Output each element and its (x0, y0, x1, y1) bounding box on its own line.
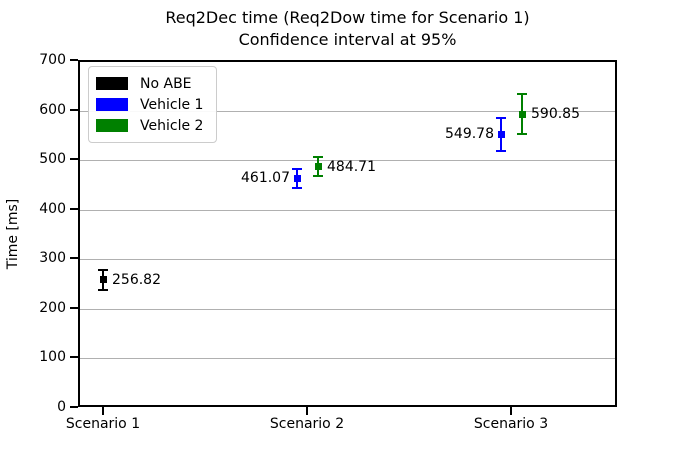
errorbar-cap-bottom (496, 150, 506, 153)
x-tick-label: Scenario 1 (65, 416, 141, 432)
data-point-value-label: 590.85 (531, 106, 580, 123)
y-tick-mark (70, 306, 78, 309)
gridline-y-500 (80, 160, 615, 162)
y-tick-mark (70, 207, 78, 210)
data-point-marker (518, 110, 526, 118)
errorbar-cap-bottom (517, 132, 527, 135)
errorbar-cap-top (496, 116, 506, 119)
x-tick-mark (102, 407, 104, 415)
errorbar-cap-bottom (98, 288, 108, 291)
legend-label: No ABE (140, 75, 192, 92)
x-tick-label: Scenario 3 (473, 416, 549, 432)
data-point-marker (314, 163, 322, 171)
errorbar-cap-top (292, 168, 302, 171)
y-tick-label: 100 (39, 349, 66, 366)
legend-row: No ABE (96, 75, 208, 93)
y-tick-mark (70, 158, 78, 161)
y-tick-label: 300 (39, 250, 66, 267)
y-tick-label: 0 (57, 399, 66, 415)
chart-title-line2: Confidence interval at 95% (238, 30, 457, 49)
data-point-value-label: 461.07 (241, 170, 290, 187)
gridline-y-400 (80, 209, 615, 211)
errorbar-cap-top (98, 268, 108, 271)
errorbar-cap-top (517, 93, 527, 96)
gridline-y-200 (80, 308, 615, 310)
legend-swatch-vehicle-2 (96, 119, 128, 132)
x-tick-label: Scenario 2 (269, 416, 345, 432)
y-tick-label: 200 (39, 299, 66, 316)
legend: No ABE Vehicle 1 Vehicle 2 (88, 66, 217, 143)
legend-label: Vehicle 2 (140, 117, 204, 134)
legend-label: Vehicle 1 (140, 96, 204, 113)
y-tick-label: 600 (39, 101, 66, 118)
legend-row: Vehicle 1 (96, 96, 208, 114)
y-tick-mark (70, 108, 78, 111)
y-tick-mark (70, 257, 78, 260)
data-point-marker (497, 130, 505, 138)
legend-swatch-vehicle-1 (96, 98, 128, 111)
y-tick-mark (70, 59, 78, 61)
errorbar-cap-bottom (313, 175, 323, 178)
x-tick-mark (306, 407, 308, 415)
data-point-marker (99, 276, 107, 284)
x-tick-mark (510, 407, 512, 415)
errorbar-cap-top (313, 156, 323, 159)
y-tick-mark (70, 356, 78, 359)
y-tick-label: 500 (39, 151, 66, 168)
gridline-y-100 (80, 358, 615, 360)
data-point-marker (293, 174, 301, 182)
gridline-y-600 (80, 110, 615, 112)
chart-title-line1: Req2Dec time (Req2Dow time for Scenario … (165, 8, 530, 27)
data-point-value-label: 256.82 (112, 271, 161, 288)
y-axis-label: Time [ms] (5, 198, 21, 270)
errorbar-cap-bottom (292, 186, 302, 189)
legend-swatch-no-abe (96, 77, 128, 90)
legend-row: Vehicle 2 (96, 117, 208, 135)
data-point-value-label: 549.78 (445, 126, 494, 143)
y-tick-mark (70, 406, 78, 408)
y-tick-label: 700 (39, 52, 66, 68)
gridline-y-300 (80, 259, 615, 261)
data-point-value-label: 484.71 (327, 158, 376, 175)
y-tick-label: 400 (39, 200, 66, 217)
chart-title: Req2Dec time (Req2Dow time for Scenario … (78, 7, 617, 51)
